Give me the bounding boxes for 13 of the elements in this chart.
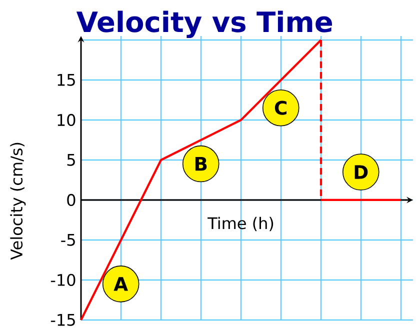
y-tick-label: 15 xyxy=(58,74,75,86)
annotation: B xyxy=(195,156,207,171)
y-tick-label: 10 xyxy=(58,114,76,126)
y-tick-label: 0 xyxy=(67,194,76,206)
annotation: C xyxy=(274,100,287,115)
y-tick-label: -5 xyxy=(61,234,75,246)
y-tick-label: -10 xyxy=(50,274,76,286)
annotation: A xyxy=(114,277,128,291)
y-axis-title: Velocity (cm/s) xyxy=(10,142,26,260)
y-tick-label: 5 xyxy=(67,154,75,166)
chart-title: Velocity vs Time xyxy=(76,10,332,38)
annotation: D xyxy=(354,165,368,179)
y-tick-label: -15 xyxy=(50,314,75,326)
